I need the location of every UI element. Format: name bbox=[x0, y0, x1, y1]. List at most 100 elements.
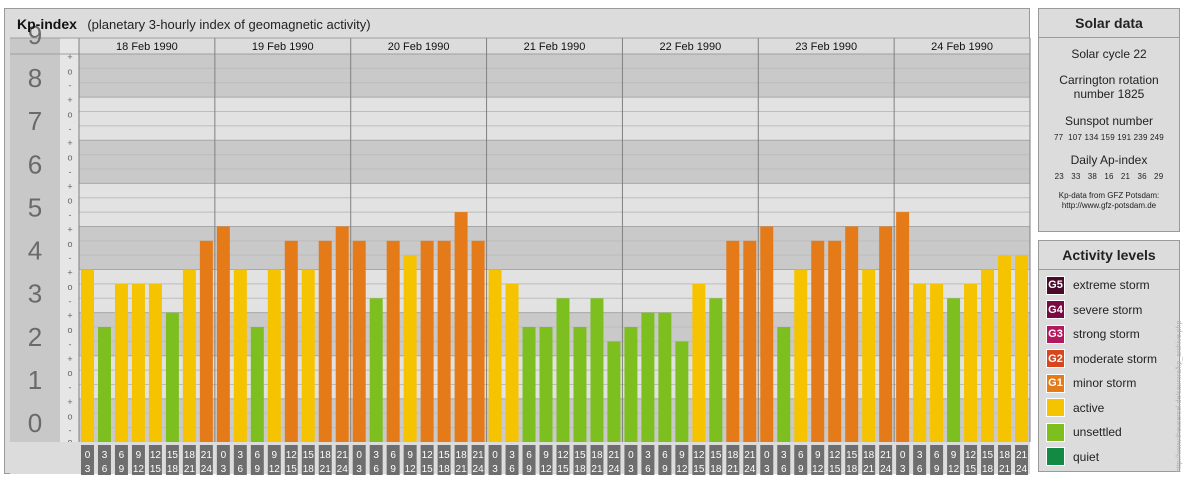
day-label: 21 Feb 1990 bbox=[524, 41, 586, 53]
kp-bar bbox=[811, 240, 825, 442]
level-label: active bbox=[1073, 400, 1105, 415]
kp-bar bbox=[743, 240, 757, 442]
hour-label-end: 6 bbox=[645, 464, 651, 475]
y-tick-label: 4 bbox=[28, 236, 42, 266]
hour-label-start: 9 bbox=[815, 450, 821, 461]
hour-label-end: 12 bbox=[812, 464, 824, 475]
hour-label-start: 21 bbox=[1016, 450, 1028, 461]
level-band bbox=[79, 140, 1030, 184]
kp-bar bbox=[828, 240, 842, 442]
kp-bar bbox=[641, 312, 655, 442]
hour-box bbox=[777, 445, 791, 475]
kp-bar bbox=[998, 255, 1012, 442]
hour-box bbox=[352, 445, 366, 475]
kp-bar bbox=[403, 255, 417, 442]
chart-subtitle: (planetary 3-hourly index of geomagnetic… bbox=[87, 17, 371, 32]
kp-bar bbox=[930, 283, 944, 442]
kp-bar bbox=[658, 312, 672, 442]
hour-box bbox=[471, 445, 485, 475]
kp-bar bbox=[760, 226, 774, 442]
hour-label-start: 3 bbox=[781, 450, 787, 461]
day-label: 18 Feb 1990 bbox=[116, 41, 178, 53]
kp-bar bbox=[114, 283, 128, 442]
hour-label-end: 15 bbox=[422, 464, 434, 475]
hour-label-start: 18 bbox=[184, 450, 196, 461]
level-label: unsettled bbox=[1073, 425, 1122, 439]
data-source-link[interactable]: http://www.gfz-potsdam.de bbox=[1061, 201, 1157, 210]
hour-label-start: 18 bbox=[999, 450, 1011, 461]
kp-bar bbox=[267, 269, 281, 442]
hour-label-start: 6 bbox=[255, 450, 261, 461]
kp-bar bbox=[794, 269, 808, 442]
hour-box bbox=[998, 445, 1012, 475]
minor-tick-label: + bbox=[67, 268, 72, 278]
level-row-active: active bbox=[1046, 398, 1104, 418]
hour-label-start: 12 bbox=[422, 450, 434, 461]
source-watermark: http://www.theusersel.de/saurora/kp_arch… bbox=[1176, 320, 1183, 472]
level-label: minor storm bbox=[1073, 376, 1137, 390]
hour-label-start: 21 bbox=[608, 450, 620, 461]
level-band bbox=[79, 183, 1030, 227]
hour-label-start: 3 bbox=[917, 450, 923, 461]
activity-levels-header: Activity levels bbox=[1039, 241, 1179, 270]
hour-label-start: 3 bbox=[509, 450, 515, 461]
kp-bar bbox=[148, 283, 162, 442]
kp-bar bbox=[81, 269, 94, 442]
hour-label-end: 18 bbox=[167, 464, 179, 475]
level-row-g1: G1 minor storm bbox=[1046, 373, 1136, 393]
hour-label-end: 6 bbox=[238, 464, 244, 475]
minor-tick-label: - bbox=[69, 81, 72, 91]
kp-bar bbox=[522, 327, 536, 442]
hour-label-end: 24 bbox=[473, 464, 485, 475]
hour-box bbox=[403, 445, 417, 475]
hour-box bbox=[692, 445, 706, 475]
minor-tick-label: - bbox=[69, 124, 72, 134]
hour-label-start: 12 bbox=[829, 450, 841, 461]
minor-tick-label: + bbox=[67, 311, 72, 321]
day-label: 23 Feb 1990 bbox=[795, 41, 857, 53]
hour-label-start: 6 bbox=[119, 450, 125, 461]
hour-label-start: 9 bbox=[407, 450, 413, 461]
hour-label-start: 12 bbox=[150, 450, 162, 461]
hour-label-end: 21 bbox=[999, 464, 1011, 475]
hour-label-end: 15 bbox=[286, 464, 298, 475]
kp-bar bbox=[165, 312, 179, 442]
kp-bar bbox=[913, 283, 927, 442]
kp-bar bbox=[352, 240, 366, 442]
hour-label-end: 9 bbox=[119, 464, 125, 475]
hour-label-end: 18 bbox=[574, 464, 586, 475]
kp-bar bbox=[845, 226, 859, 442]
minor-tick-label: o bbox=[67, 196, 72, 206]
hour-box bbox=[114, 445, 128, 475]
level-row-g4: G4 severe storm bbox=[1046, 300, 1142, 320]
hour-label-end: 6 bbox=[917, 464, 923, 475]
hour-label-start: 0 bbox=[492, 450, 498, 461]
y-tick-label: 0 bbox=[28, 408, 42, 438]
hour-label-start: 6 bbox=[390, 450, 396, 461]
hour-label-end: 12 bbox=[405, 464, 417, 475]
hour-label-start: 18 bbox=[456, 450, 468, 461]
y-tick-label: 3 bbox=[28, 279, 42, 309]
hour-box bbox=[845, 445, 859, 475]
hour-label-start: 18 bbox=[727, 450, 739, 461]
kp-bar bbox=[964, 283, 978, 442]
hour-box bbox=[437, 445, 451, 475]
hour-label-start: 15 bbox=[303, 450, 315, 461]
solar-cycle: Solar cycle 22 bbox=[1071, 47, 1147, 61]
kp-bar bbox=[284, 240, 298, 442]
ap-values: 23 33 38 16 21 36 29 bbox=[1054, 172, 1164, 181]
y-tick-label: 7 bbox=[28, 106, 42, 136]
kp-bar bbox=[692, 283, 706, 442]
hour-box bbox=[607, 445, 621, 475]
level-swatch: G3 bbox=[1046, 324, 1065, 344]
kp-bar bbox=[369, 298, 383, 442]
hour-box bbox=[131, 445, 145, 475]
hour-label-start: 0 bbox=[900, 450, 906, 461]
kp-bar bbox=[675, 341, 689, 442]
hour-label-start: 15 bbox=[982, 450, 994, 461]
hour-label-start: 9 bbox=[136, 450, 142, 461]
sunspot-values: 77 107 134 159 191 239 249 bbox=[1054, 133, 1164, 142]
hour-label-end: 24 bbox=[744, 464, 756, 475]
minor-tick-label: + bbox=[67, 354, 72, 364]
hour-label-start: 9 bbox=[951, 450, 957, 461]
